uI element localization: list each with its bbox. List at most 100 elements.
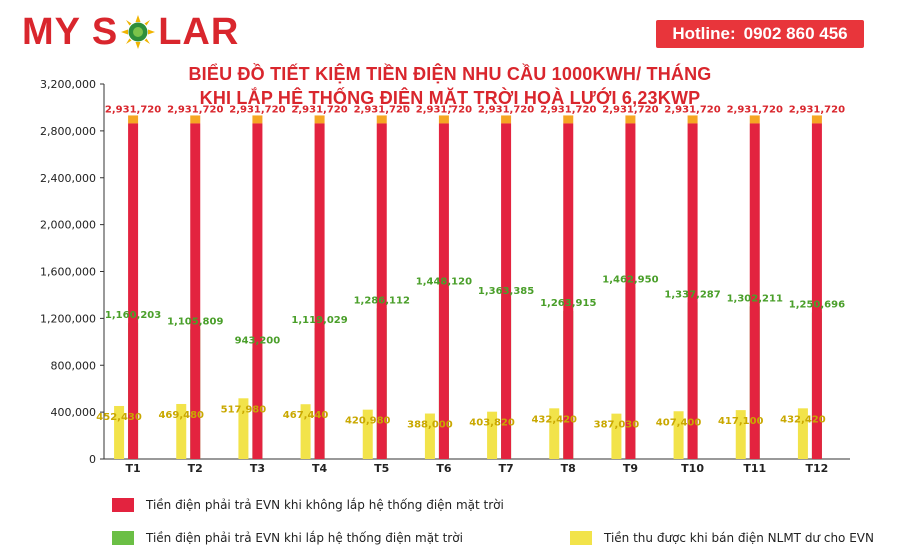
data-label-bill-with-solar: 1,363,385 bbox=[478, 286, 534, 297]
bar-cap bbox=[563, 115, 574, 124]
legend-swatch bbox=[112, 498, 134, 512]
x-tick-label: T7 bbox=[498, 462, 513, 475]
legend-label: Tiền điện phải trả EVN khi không lắp hệ … bbox=[146, 498, 504, 512]
legend-swatch bbox=[570, 531, 592, 545]
bar-sold-revenue bbox=[487, 411, 498, 459]
bar-sold-revenue bbox=[362, 409, 373, 459]
data-label-bill-without-solar: 2,931,720 bbox=[291, 104, 347, 115]
data-label-bill-with-solar: 1,448,120 bbox=[416, 276, 472, 287]
bar-bill-without-solar bbox=[252, 123, 263, 460]
data-label-sold-revenue: 387,030 bbox=[594, 420, 640, 431]
data-label-bill-without-solar: 2,931,720 bbox=[664, 104, 720, 115]
bar-cap bbox=[687, 115, 698, 124]
bar-cap bbox=[501, 115, 512, 124]
bar-cap bbox=[376, 115, 387, 124]
data-label-sold-revenue: 407,400 bbox=[656, 417, 702, 428]
legend-item: Tiền thu được khi bán điện NLMT dư cho E… bbox=[570, 531, 874, 545]
bar-sold-revenue bbox=[238, 398, 249, 459]
data-label-bill-without-solar: 2,931,720 bbox=[789, 104, 845, 115]
y-tick-label: 1,200,000 bbox=[40, 312, 96, 325]
data-label-bill-without-solar: 2,931,720 bbox=[167, 104, 223, 115]
x-tick-label: T9 bbox=[623, 462, 638, 475]
x-tick-label: T6 bbox=[436, 462, 452, 475]
data-label-bill-without-solar: 2,931,720 bbox=[540, 104, 596, 115]
data-label-bill-without-solar: 2,931,720 bbox=[727, 104, 783, 115]
data-label-bill-with-solar: 1,263,915 bbox=[540, 298, 596, 309]
hotline-number: 0902 860 456 bbox=[743, 24, 848, 43]
hotline-badge[interactable]: Hotline: 0902 860 456 bbox=[656, 20, 864, 48]
bar-sold-revenue bbox=[424, 413, 435, 459]
bar-bill-without-solar bbox=[563, 123, 574, 460]
legend-item: Tiền điện phải trả EVN khi lắp hệ thống … bbox=[112, 531, 463, 545]
brand-name-left: MY S bbox=[22, 10, 119, 53]
sun-icon bbox=[121, 15, 156, 49]
bar-cap bbox=[252, 115, 263, 124]
data-label-bill-with-solar: 1,302,211 bbox=[727, 293, 783, 304]
bar-bill-without-solar bbox=[376, 123, 387, 460]
bar-cap bbox=[314, 115, 325, 124]
x-tick-label: T4 bbox=[312, 462, 328, 475]
bar-bill-without-solar bbox=[438, 123, 449, 460]
x-tick-label: T11 bbox=[743, 462, 766, 475]
bar-cap bbox=[128, 115, 139, 124]
data-label-bill-with-solar: 1,250,696 bbox=[789, 299, 845, 310]
hotline-label: Hotline: bbox=[672, 24, 736, 43]
data-label-sold-revenue: 417,100 bbox=[718, 416, 764, 427]
y-tick-label: 3,200,000 bbox=[40, 78, 96, 91]
y-tick-label: 2,800,000 bbox=[40, 125, 96, 138]
bar-sold-revenue bbox=[176, 403, 187, 459]
bar-cap bbox=[811, 115, 822, 124]
data-label-bill-with-solar: 1,337,287 bbox=[664, 289, 720, 300]
x-tick-label: T5 bbox=[374, 462, 389, 475]
bar-bill-without-solar bbox=[314, 123, 325, 460]
data-label-sold-revenue: 420,980 bbox=[345, 416, 391, 427]
bar-cap bbox=[438, 115, 449, 124]
y-tick-label: 1,600,000 bbox=[40, 266, 96, 279]
x-tick-label: T10 bbox=[681, 462, 704, 475]
bar-bill-without-solar bbox=[190, 123, 201, 460]
bar-sold-revenue bbox=[300, 404, 311, 459]
data-label-bill-without-solar: 2,931,720 bbox=[105, 104, 161, 115]
bar-sold-revenue bbox=[735, 410, 746, 459]
data-label-bill-without-solar: 2,931,720 bbox=[229, 104, 285, 115]
data-label-bill-with-solar: 1,462,950 bbox=[602, 275, 658, 286]
bar-sold-revenue bbox=[797, 408, 808, 459]
x-tick-label: T1 bbox=[125, 462, 140, 475]
data-label-sold-revenue: 432,420 bbox=[531, 414, 577, 425]
bar-cap bbox=[190, 115, 201, 124]
legend-item: Tiền điện phải trả EVN khi không lắp hệ … bbox=[112, 498, 504, 512]
data-label-bill-with-solar: 1,286,112 bbox=[354, 295, 410, 306]
data-label-bill-without-solar: 2,931,720 bbox=[416, 104, 472, 115]
y-tick-label: 800,000 bbox=[51, 359, 97, 372]
data-label-bill-with-solar: 1,160,203 bbox=[105, 310, 161, 321]
chart-subtitle: KHI LẮP HỆ THỐNG ĐIỆN MẶT TRỜI HOÀ LƯỚI … bbox=[199, 88, 701, 108]
x-tick-label: T8 bbox=[561, 462, 576, 475]
bar-bill-without-solar bbox=[625, 123, 636, 460]
legend-swatch bbox=[112, 531, 134, 545]
bar-bill-without-solar bbox=[128, 123, 139, 460]
bar-sold-revenue bbox=[673, 411, 684, 459]
y-tick-label: 2,400,000 bbox=[40, 172, 96, 185]
data-label-bill-with-solar: 1,119,029 bbox=[291, 315, 347, 326]
bar-bill-without-solar bbox=[501, 123, 512, 460]
data-label-sold-revenue: 469,480 bbox=[158, 410, 204, 421]
brand-name-right: LAR bbox=[158, 10, 240, 53]
chart-title: BIỂU ĐỒ TIẾT KIỆM TIỀN ĐIỆN NHU CẦU 1000… bbox=[188, 64, 712, 84]
data-label-bill-with-solar: 1,105,809 bbox=[167, 316, 223, 327]
bar-bill-without-solar bbox=[687, 123, 698, 460]
data-label-bill-without-solar: 2,931,720 bbox=[478, 104, 534, 115]
y-tick-label: 400,000 bbox=[51, 406, 97, 419]
data-label-sold-revenue: 388,000 bbox=[407, 420, 453, 431]
bar-bill-without-solar bbox=[749, 123, 760, 460]
data-label-bill-with-solar: 943,200 bbox=[235, 335, 281, 346]
y-tick-label: 0 bbox=[89, 453, 96, 466]
bar-cap bbox=[749, 115, 760, 124]
x-tick-label: T3 bbox=[250, 462, 265, 475]
y-tick-label: 2,000,000 bbox=[40, 219, 96, 232]
data-label-bill-without-solar: 2,931,720 bbox=[354, 104, 410, 115]
data-label-sold-revenue: 432,420 bbox=[780, 414, 826, 425]
data-label-sold-revenue: 467,440 bbox=[283, 410, 329, 421]
legend-label: Tiền điện phải trả EVN khi lắp hệ thống … bbox=[146, 531, 463, 545]
x-tick-label: T12 bbox=[806, 462, 829, 475]
data-label-sold-revenue: 452,430 bbox=[96, 412, 142, 423]
